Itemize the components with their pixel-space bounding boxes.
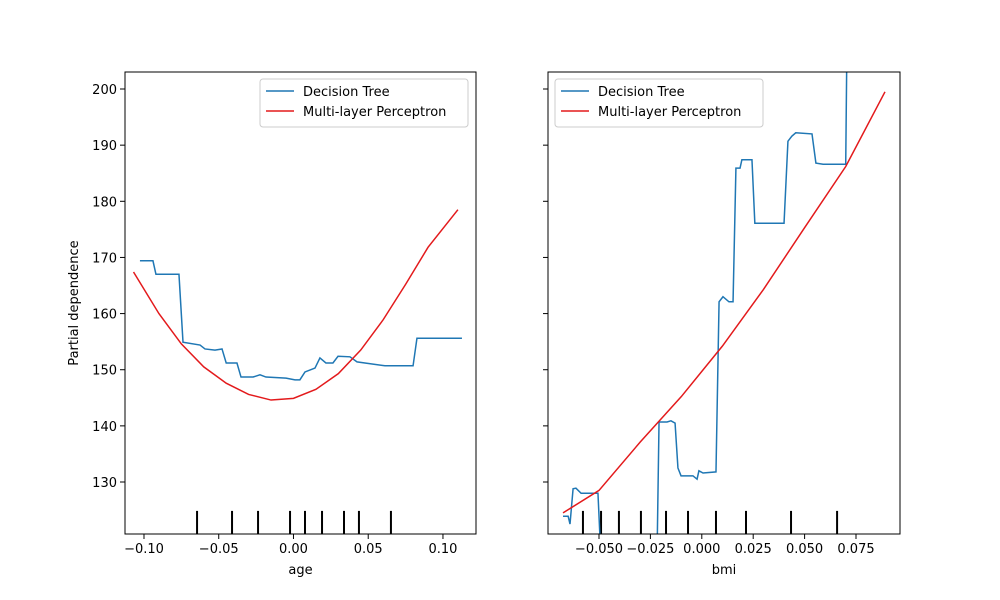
x-tick-label: −0.025 [626,542,674,557]
x-tick-label: 0.025 [735,542,772,557]
plot-area [562,72,886,534]
series-line [132,209,459,401]
series-line [562,91,886,514]
x-tick-label: 0.05 [354,542,383,557]
x-tick-label: −0.10 [124,542,164,557]
x-tick-label: 0.050 [786,542,823,557]
x-tick-label: 0.075 [837,542,874,557]
legend-label: Decision Tree [598,85,685,100]
y-tick-label: 140 [92,420,117,435]
legend-label: Multi-layer Perceptron [598,105,741,120]
x-tick-label: −0.050 [575,542,623,557]
y-tick-label: 150 [92,364,117,379]
x-axis-label: age [288,563,312,578]
legend-box [259,78,469,128]
x-tick-label: 0.10 [428,542,457,557]
x-tick-label: 0.000 [683,542,720,557]
x-tick-label: −0.05 [199,542,239,557]
y-axis-label: Partial dependence [67,240,82,365]
series-line [139,260,462,381]
axes-frame [124,71,477,535]
y-tick-label: 200 [92,83,117,98]
y-tick-label: 160 [92,308,117,323]
y-tick-label: 170 [92,251,117,266]
y-tick-label: 130 [92,476,117,491]
legend-box [554,78,764,128]
y-tick-label: 180 [92,195,117,210]
legend-label: Decision Tree [303,85,390,100]
legend-label: Multi-layer Perceptron [303,105,446,120]
series-line [563,72,848,534]
y-tick-label: 190 [92,139,117,154]
x-tick-label: 0.00 [279,542,308,557]
axes-frame [547,71,901,535]
plot-area [132,209,462,534]
x-axis-label: bmi [712,563,737,578]
